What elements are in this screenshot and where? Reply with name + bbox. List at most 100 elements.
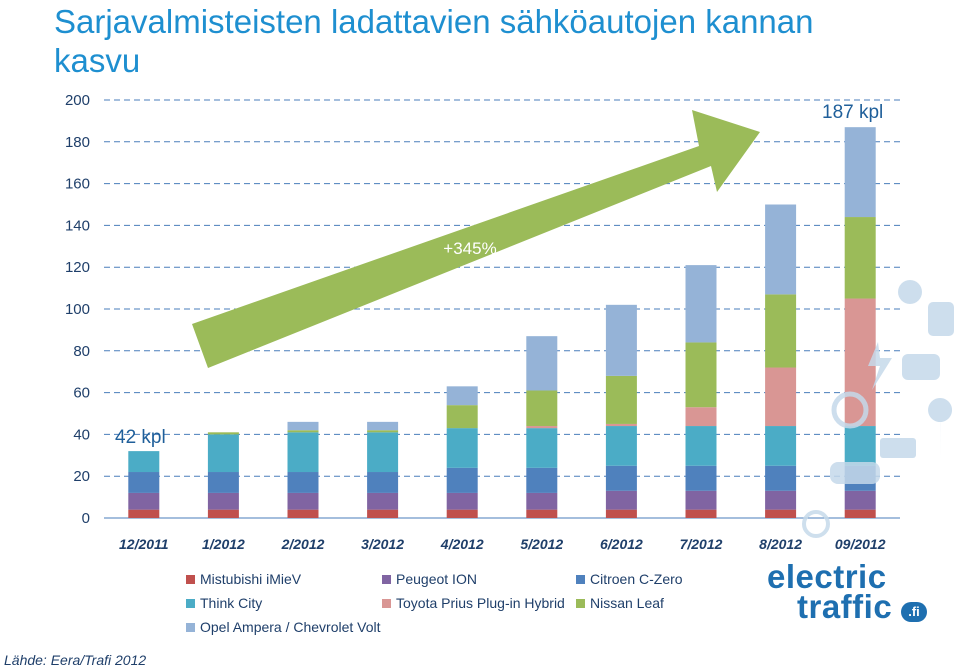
bar-segment [605,465,637,491]
bar-segment [128,492,160,510]
bar-segment [765,426,797,466]
end-count-label: 187 kpl [822,102,883,123]
legend-label: Nissan Leaf [590,595,664,611]
legend-item-toyota: Toyota Prius Plug-in Hybrid [382,595,565,611]
x-tick-label: 09/2012 [835,536,886,552]
bar-segment [207,492,239,510]
legend-label: Opel Ampera / Chevrolet Volt [200,619,381,635]
source-note: Lähde: Eera/Trafi 2012 [4,652,147,668]
bar-segment [287,492,319,510]
y-tick-label: 160 [65,176,90,193]
bar-segment [367,509,399,518]
growth-arrow [192,110,760,368]
bus-icon [928,302,954,336]
bar-segment [128,451,160,473]
bar-segment [685,407,717,427]
legend-item-citroen: Citroen C-Zero [576,571,683,587]
bar-segment [446,467,478,493]
bar-segment [446,405,478,429]
y-axis-ticks: 0 20 40 60 80 100 120 140 160 180 200 [65,92,90,527]
x-tick-label: 5/2012 [520,536,563,552]
legend-swatch [186,599,195,608]
x-tick-label: 12/2011 [119,536,169,552]
location-pin-icon [928,398,953,462]
clock-icon [802,510,830,538]
y-tick-label: 140 [65,217,90,234]
bar-segment [128,509,160,518]
x-tick-label: 4/2012 [440,536,484,552]
growth-arrow-group: +345% [192,110,760,368]
bar-segment [287,432,319,473]
legend-swatch [186,623,195,632]
bar-segment [605,509,637,518]
x-tick-label: 3/2012 [361,536,404,552]
bar-segment [207,472,239,493]
bar-segment [367,492,399,510]
legend-swatch [576,599,585,608]
bar-segment [526,509,558,518]
bar-segment [844,490,876,510]
x-tick-label: 2/2012 [281,536,325,552]
legend-item-peugeot: Peugeot ION [382,571,477,587]
bar-segment [685,490,717,510]
legend-item-think: Think City [186,595,262,611]
bar-segment [446,428,478,468]
bar-segment [685,509,717,518]
bar-segment [685,426,717,466]
x-tick-label: 1/2012 [202,536,245,552]
bar-segment [685,465,717,491]
bar-segment [367,472,399,493]
bar-segment [128,472,160,493]
speech-bubble-icon [902,354,940,380]
start-count-label: 42 kpl [115,427,166,448]
bar-segment [844,127,876,218]
bar-segment [367,421,399,431]
legend-label: Toyota Prius Plug-in Hybrid [396,595,565,611]
bar-segment [526,428,558,468]
bar-segment [605,426,637,466]
bar-segment [287,421,319,431]
bar-segment [765,509,797,518]
bar-segment [844,509,876,518]
y-tick-label: 120 [65,259,90,276]
chart-title: Sarjavalmisteisten ladattavien sähköauto… [54,3,814,79]
x-tick-label: 8/2012 [759,536,802,552]
car-icon [830,462,880,484]
decorative-icons [802,280,954,538]
bar-segment [526,492,558,510]
bar-segment [446,509,478,518]
bar-segment [765,490,797,510]
x-axis-ticks: 12/2011 1/2012 2/2012 3/2012 4/2012 5/2012 6/2… [119,536,886,552]
legend-label: Think City [200,595,263,611]
bar-segment [207,509,239,518]
y-tick-label: 40 [73,426,90,443]
bar-segment [526,390,558,427]
bar-segment [605,304,637,376]
bar-segment [765,465,797,491]
bar-segment [765,367,797,427]
bar-segment [287,509,319,518]
y-tick-label: 200 [65,92,90,109]
bar-segment [685,342,717,408]
bar-segment [605,490,637,510]
battery-icon [880,438,916,458]
y-tick-label: 0 [82,510,90,527]
legend-label: Citroen C-Zero [590,571,683,587]
bar-segment [765,204,797,295]
y-tick-label: 20 [73,468,90,485]
bar-segment [367,430,399,433]
legend-item-mistubishi: Mistubishi iMieV [186,571,301,587]
bar-segment [844,426,876,466]
growth-label: +345% [443,239,496,258]
legend-item-nissan: Nissan Leaf [576,595,664,611]
bar-segment [526,467,558,493]
bar-segment [207,432,239,435]
y-tick-label: 100 [65,301,90,318]
legend-item-opel: Opel Ampera / Chevrolet Volt [186,619,381,635]
bar-segment [367,432,399,473]
legend-swatch [186,575,195,584]
bar-segment [446,386,478,406]
gear-icon [831,391,869,429]
y-tick-label: 180 [65,134,90,151]
lightning-icon [868,342,892,390]
